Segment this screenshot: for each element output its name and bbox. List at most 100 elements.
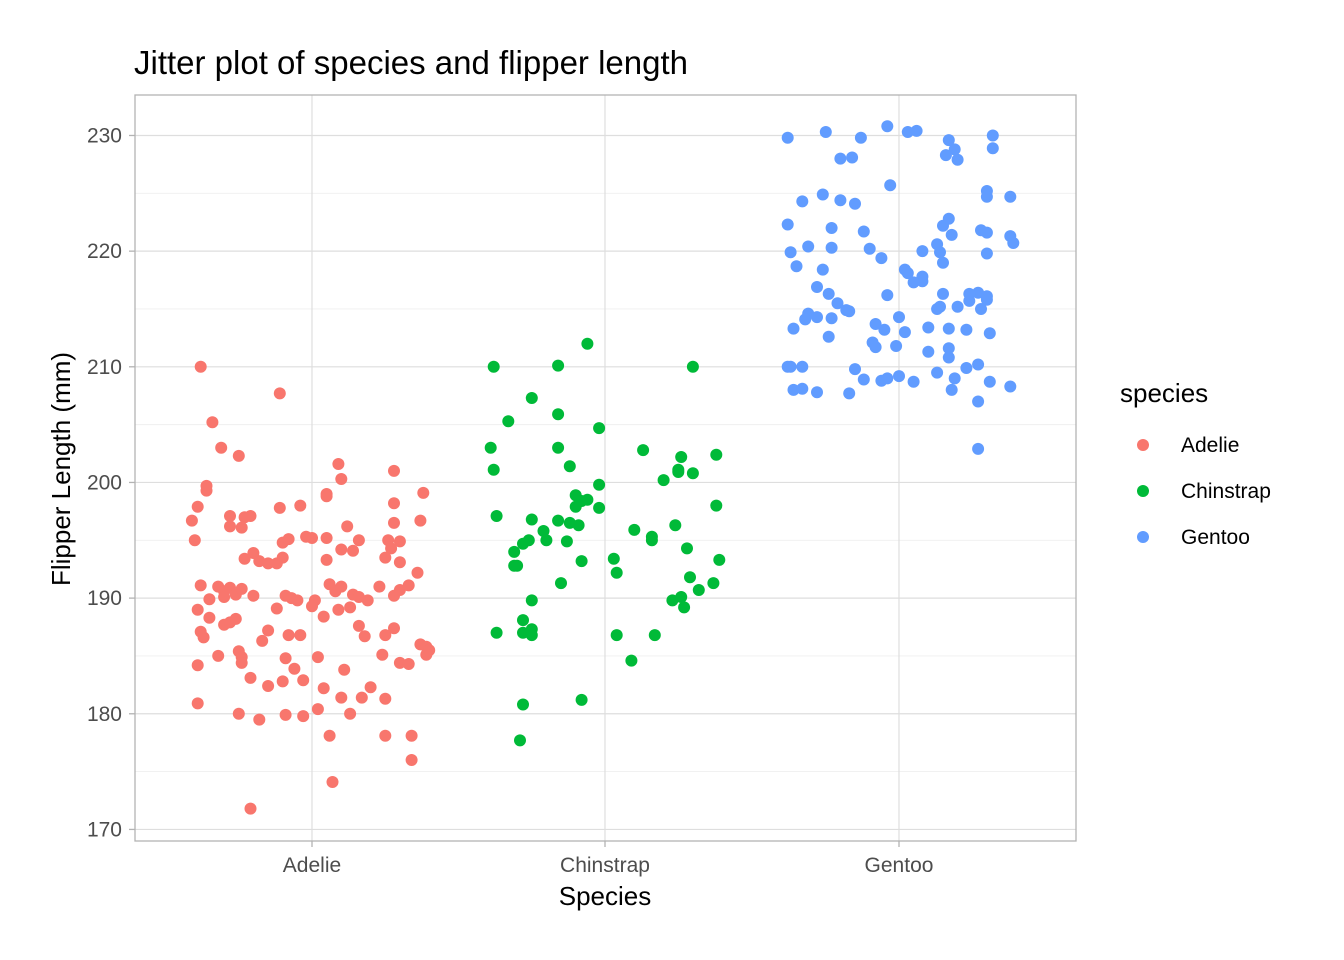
data-point-chinstrap: [517, 614, 529, 627]
data-point-gentoo: [834, 152, 847, 165]
data-point-adelie: [232, 707, 245, 720]
data-point-chinstrap: [563, 460, 576, 473]
data-point-chinstrap: [525, 513, 538, 526]
data-point-gentoo: [878, 323, 891, 336]
legend-label-adelie: Adelie: [1181, 434, 1239, 457]
data-points: [185, 120, 1020, 815]
y-axis-title: Flipper Length (mm): [46, 352, 76, 586]
data-point-gentoo: [1004, 380, 1017, 393]
data-point-chinstrap: [710, 499, 723, 512]
major-gridlines: [135, 95, 1076, 841]
data-point-chinstrap: [552, 408, 565, 421]
data-point-gentoo: [960, 362, 973, 374]
data-point-adelie: [402, 658, 415, 670]
data-point-gentoo: [922, 345, 935, 358]
data-point-chinstrap: [593, 478, 606, 491]
data-point-gentoo: [846, 151, 859, 164]
data-point-gentoo: [811, 386, 823, 399]
data-point-chinstrap: [678, 601, 691, 614]
data-point-adelie: [393, 535, 406, 548]
data-point-gentoo: [825, 241, 838, 254]
legend-items: Adelie Chinstrap Gentoo: [1137, 434, 1271, 549]
data-point-chinstrap: [669, 519, 682, 532]
data-point-gentoo: [951, 300, 964, 313]
data-point-gentoo: [849, 197, 861, 210]
data-point-adelie: [320, 553, 333, 566]
data-point-gentoo: [799, 313, 812, 326]
data-point-adelie: [244, 802, 257, 815]
data-point-gentoo: [790, 260, 803, 273]
data-point-gentoo: [831, 297, 844, 310]
data-point-chinstrap: [484, 441, 497, 454]
data-point-gentoo: [972, 395, 985, 408]
data-point-chinstrap: [517, 698, 529, 711]
data-point-chinstrap: [645, 534, 658, 547]
data-point-gentoo: [901, 126, 914, 138]
y-tick-label: 220: [87, 240, 122, 263]
data-point-adelie: [229, 612, 242, 625]
legend: species Adelie Chinstrap Gentoo: [1120, 378, 1271, 549]
data-point-adelie: [376, 648, 389, 661]
data-point-adelie: [218, 591, 231, 603]
data-point-adelie: [393, 656, 406, 669]
data-point-adelie: [224, 520, 236, 533]
data-point-adelie: [270, 602, 283, 615]
data-point-gentoo: [857, 373, 870, 386]
data-point-gentoo: [869, 341, 882, 354]
data-point-adelie: [388, 497, 400, 510]
data-point-gentoo: [986, 129, 999, 142]
data-point-chinstrap: [575, 555, 588, 568]
data-point-adelie: [347, 544, 359, 557]
data-point-gentoo: [802, 240, 815, 253]
data-point-gentoo: [811, 311, 823, 324]
data-point-adelie: [291, 594, 304, 607]
data-point-adelie: [317, 682, 330, 695]
data-point-gentoo: [816, 263, 829, 276]
data-point-gentoo: [931, 366, 944, 379]
data-point-adelie: [194, 579, 207, 592]
data-point-chinstrap: [657, 474, 670, 487]
data-point-gentoo: [822, 330, 835, 343]
data-point-gentoo: [816, 188, 829, 201]
data-point-gentoo: [898, 326, 911, 339]
data-point-adelie: [203, 611, 216, 624]
data-point-gentoo: [875, 252, 888, 265]
data-point-adelie: [194, 360, 207, 373]
data-point-gentoo: [942, 322, 955, 335]
y-tick-label: 200: [87, 471, 122, 494]
data-point-adelie: [388, 516, 400, 529]
data-point-gentoo: [975, 303, 987, 315]
data-point-adelie: [188, 534, 201, 547]
data-point-chinstrap: [502, 415, 515, 428]
data-point-chinstrap: [581, 337, 594, 350]
data-point-chinstrap: [511, 559, 524, 572]
data-point-gentoo: [863, 242, 876, 255]
data-point-chinstrap: [575, 693, 588, 706]
data-point-gentoo: [948, 372, 961, 385]
data-point-adelie: [335, 543, 348, 556]
data-point-adelie: [238, 552, 251, 565]
data-point-gentoo: [942, 351, 955, 364]
data-point-adelie: [332, 458, 345, 470]
data-point-chinstrap: [707, 577, 720, 590]
data-point-adelie: [253, 713, 266, 726]
data-point-gentoo: [1007, 237, 1020, 249]
data-point-adelie: [335, 473, 348, 485]
data-point-adelie: [323, 729, 336, 742]
data-point-adelie: [244, 671, 257, 684]
data-point-chinstrap: [555, 577, 567, 590]
data-point-gentoo: [781, 131, 794, 144]
data-point-chinstrap: [672, 466, 685, 478]
data-point-adelie: [379, 629, 392, 642]
data-point-adelie: [332, 603, 345, 616]
data-point-chinstrap: [490, 626, 503, 639]
data-point-gentoo: [942, 134, 955, 147]
data-point-gentoo: [951, 153, 964, 166]
data-point-chinstrap: [487, 463, 500, 476]
data-point-adelie: [338, 663, 351, 676]
data-point-adelie: [361, 594, 374, 607]
data-point-gentoo: [787, 383, 800, 396]
data-point-gentoo: [869, 318, 882, 330]
data-point-gentoo: [907, 375, 920, 388]
